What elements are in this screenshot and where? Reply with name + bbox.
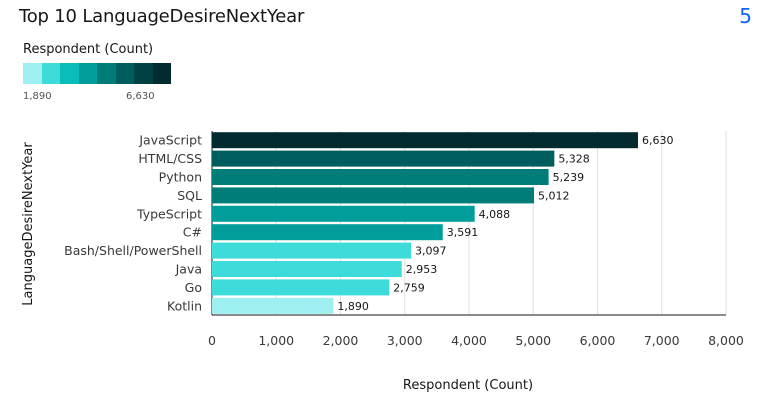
x-tick-label: 0 — [208, 333, 216, 348]
legend-swatch — [152, 63, 171, 84]
legend-swatch — [115, 63, 134, 84]
x-tick-label: 1,000 — [258, 333, 294, 348]
x-tick-label: 4,000 — [451, 333, 487, 348]
category-label: JavaScript — [138, 133, 202, 148]
bar — [212, 261, 402, 277]
category-label: Kotlin — [167, 298, 202, 313]
bar — [212, 169, 549, 185]
category-label: SQL — [177, 188, 202, 203]
x-axis-title: Respondent (Count) — [403, 378, 533, 393]
x-tick-label: 6,000 — [580, 333, 616, 348]
bar-value-label: 2,953 — [406, 263, 438, 276]
page-number: 5 — [739, 4, 752, 28]
bar-value-label: 1,890 — [337, 300, 369, 313]
bar-value-label: 3,097 — [415, 245, 447, 258]
legend-swatch — [78, 63, 97, 84]
bar — [212, 242, 411, 259]
bar-value-label: 3,591 — [447, 226, 479, 239]
legend-color-scale — [23, 63, 171, 84]
y-axis-title: LanguageDesireNextYear — [21, 142, 36, 306]
category-label: Java — [175, 262, 202, 277]
category-label: Bash/Shell/PowerShell — [64, 243, 202, 258]
legend-swatch — [41, 63, 60, 84]
category-label: C# — [183, 225, 202, 240]
legend-max-label: 6,630 — [126, 91, 155, 102]
bar — [212, 279, 390, 296]
bar — [212, 187, 535, 204]
bar — [212, 150, 555, 167]
bar-value-label: 2,759 — [393, 281, 425, 294]
x-tick-label: 2,000 — [323, 333, 359, 348]
bar-value-label: 5,012 — [538, 189, 570, 202]
bar — [212, 132, 638, 149]
bar-value-label: 5,239 — [553, 171, 585, 184]
category-label: Python — [159, 170, 202, 185]
bar-value-label: 6,630 — [642, 134, 674, 147]
chart-title: Top 10 LanguageDesireNextYear — [19, 6, 305, 27]
legend-title: Respondent (Count) — [23, 42, 154, 57]
legend-swatch — [97, 63, 116, 84]
legend-min-label: 1,890 — [23, 91, 52, 102]
bar — [212, 297, 334, 314]
bar — [212, 224, 443, 241]
bar — [212, 205, 475, 222]
category-label: Go — [185, 280, 202, 295]
bar-value-label: 4,088 — [479, 208, 511, 221]
bar-value-label: 5,328 — [558, 153, 590, 166]
x-tick-label: 7,000 — [644, 333, 680, 348]
legend-swatch — [23, 63, 42, 84]
x-tick-label: 8,000 — [708, 333, 744, 348]
category-label: HTML/CSS — [138, 151, 202, 166]
x-tick-label: 3,000 — [387, 333, 423, 348]
legend-swatch — [60, 63, 79, 84]
category-label: TypeScript — [136, 206, 202, 221]
legend-swatch — [134, 63, 153, 84]
x-tick-label: 5,000 — [515, 333, 551, 348]
